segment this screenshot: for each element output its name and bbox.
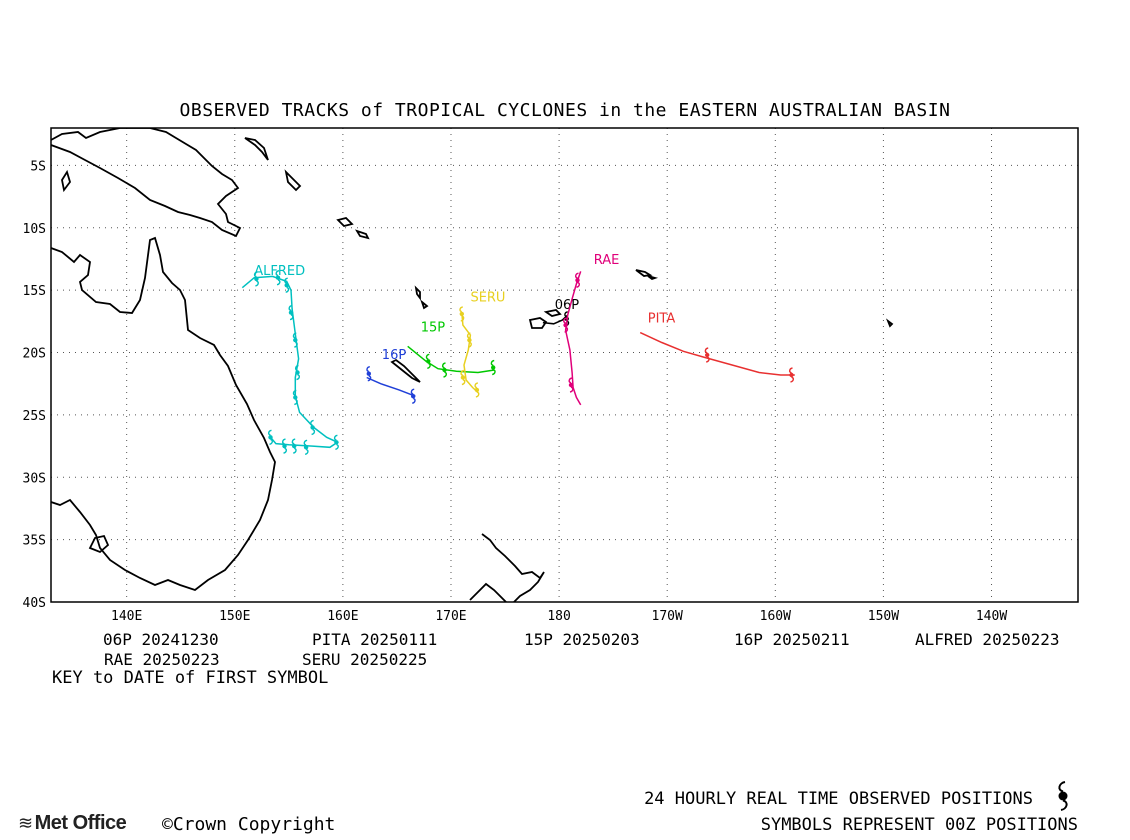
met-office-logo-icon: ≋ <box>18 813 33 833</box>
track-pita: PITA <box>639 312 795 383</box>
cyclone-position-symbol <box>292 332 298 348</box>
track-16p: 16P <box>366 348 416 404</box>
cyclone-position-symbol <box>442 362 447 378</box>
key-entry-16p: 16P 20250211 <box>734 630 850 649</box>
cyclone-position-symbol <box>253 271 259 287</box>
grid-lines <box>51 128 1078 603</box>
track-label: PITA <box>648 312 676 327</box>
cyclone-position-symbol <box>575 272 580 288</box>
cyclone-symbol-icon <box>1058 781 1068 811</box>
samoa-islands <box>635 269 659 281</box>
vanuatu-islands <box>414 285 429 310</box>
cyclone-position-symbol <box>284 277 290 293</box>
track-15p: 15P <box>407 320 496 378</box>
cyclone-position-symbol <box>333 434 339 450</box>
cyclone-position-symbol <box>563 317 569 333</box>
key-entry-alfred: ALFRED 20250223 <box>915 630 1060 649</box>
lat-tick-label: 40S <box>23 596 46 611</box>
cyclone-position-symbol <box>466 332 472 348</box>
track-label: ALFRED <box>254 264 305 279</box>
cyclone-position-symbol <box>275 270 281 286</box>
track-rae: RAE <box>563 253 620 406</box>
axis-tick-labels: 140E 150E 160E 170E 180 170W 160W 150W 140W 5S 10S… <box>23 159 1008 624</box>
track-line <box>461 312 479 393</box>
track-line <box>241 275 340 449</box>
track-line <box>639 331 795 376</box>
track-label: RAE <box>594 253 620 268</box>
cyclone-position-symbol <box>292 389 298 406</box>
cyclone-position-symbol <box>490 359 496 376</box>
new-caledonia <box>390 358 421 383</box>
key-entry-15p: 15P 20250203 <box>524 630 640 649</box>
cyclone-position-symbol <box>789 367 794 383</box>
new-guinea-coast <box>51 128 242 238</box>
key-label: KEY to DATE of FIRST SYMBOL <box>52 668 329 688</box>
fiji-islands <box>528 309 562 329</box>
lat-tick-label: 35S <box>23 534 46 549</box>
cyclone-position-symbol <box>303 439 309 455</box>
cyclone-position-symbol <box>268 429 273 445</box>
track-line <box>564 271 582 406</box>
cyclone-position-symbol <box>282 438 287 454</box>
lon-tick-label: 150W <box>868 609 899 624</box>
lat-tick-label: 20S <box>23 347 46 362</box>
cyclone-position-symbol <box>310 419 316 436</box>
cyclone-position-symbol <box>460 369 466 386</box>
track-label: 06P <box>555 298 580 313</box>
lon-tick-label: 140W <box>976 609 1007 624</box>
footer-positions-note: 24 HOURLY REAL TIME OBSERVED POSITIONS <box>644 789 1033 809</box>
solomon-islands <box>336 217 370 240</box>
cyclone-position-symbol <box>474 382 480 398</box>
australia-south-coast <box>88 534 110 554</box>
key-entry-seru: SERU 20250225 <box>302 650 428 669</box>
cyclone-position-symbol <box>295 364 300 381</box>
cyclone-position-symbol <box>366 366 372 382</box>
lat-tick-label: 30S <box>23 471 46 486</box>
key-entry-rae: RAE 20250223 <box>104 650 220 669</box>
track-alfred: ALFRED <box>241 264 340 455</box>
lat-tick-label: 25S <box>23 409 46 424</box>
track-seru: SERU <box>459 290 505 398</box>
lon-tick-label: 140E <box>111 609 142 624</box>
cyclone-position-symbol <box>459 306 465 322</box>
track-label: 16P <box>382 348 407 363</box>
new-zealand-coast <box>469 533 545 602</box>
track-line <box>366 376 416 397</box>
cyclone-position-symbol <box>704 347 710 363</box>
met-office-logo: ≋ Met Office <box>18 812 127 834</box>
key-entry-06p: 06P 20241230 <box>103 630 219 649</box>
lon-tick-label: 170E <box>435 609 466 624</box>
lat-tick-label: 10S <box>23 222 46 237</box>
track-label: 15P <box>421 320 446 335</box>
lon-tick-label: 180 <box>547 609 570 624</box>
australia-coast <box>51 236 276 592</box>
track-line <box>407 345 495 374</box>
cyclone-position-symbol <box>288 304 294 321</box>
lat-tick-label: 15S <box>23 284 46 299</box>
cyclone-position-symbol <box>291 438 297 454</box>
lon-tick-label: 150E <box>219 609 250 624</box>
track-label: SERU <box>470 290 505 305</box>
cyclone-position-symbol <box>425 353 431 369</box>
cyclone-position-symbol <box>410 388 416 404</box>
key-entry-pita: PITA 20250111 <box>312 630 438 649</box>
footer-symbols-note: SYMBOLS REPRESENT 00Z POSITIONS <box>760 815 1078 835</box>
cyclone-tracks: ALFRED 16P 15P SERU 06P RAE PITA <box>241 253 795 455</box>
map-frame <box>50 127 1079 603</box>
land-outlines <box>51 128 894 602</box>
lon-tick-label: 160W <box>760 609 791 624</box>
lon-tick-label: 160E <box>327 609 358 624</box>
lat-tick-label: 5S <box>30 159 46 174</box>
cyclone-position-symbol <box>568 377 574 393</box>
map-title: OBSERVED TRACKS of TROPICAL CYCLONES in … <box>179 100 951 121</box>
lon-tick-label: 170W <box>652 609 683 624</box>
copyright-text: ©Crown Copyright <box>162 814 336 835</box>
